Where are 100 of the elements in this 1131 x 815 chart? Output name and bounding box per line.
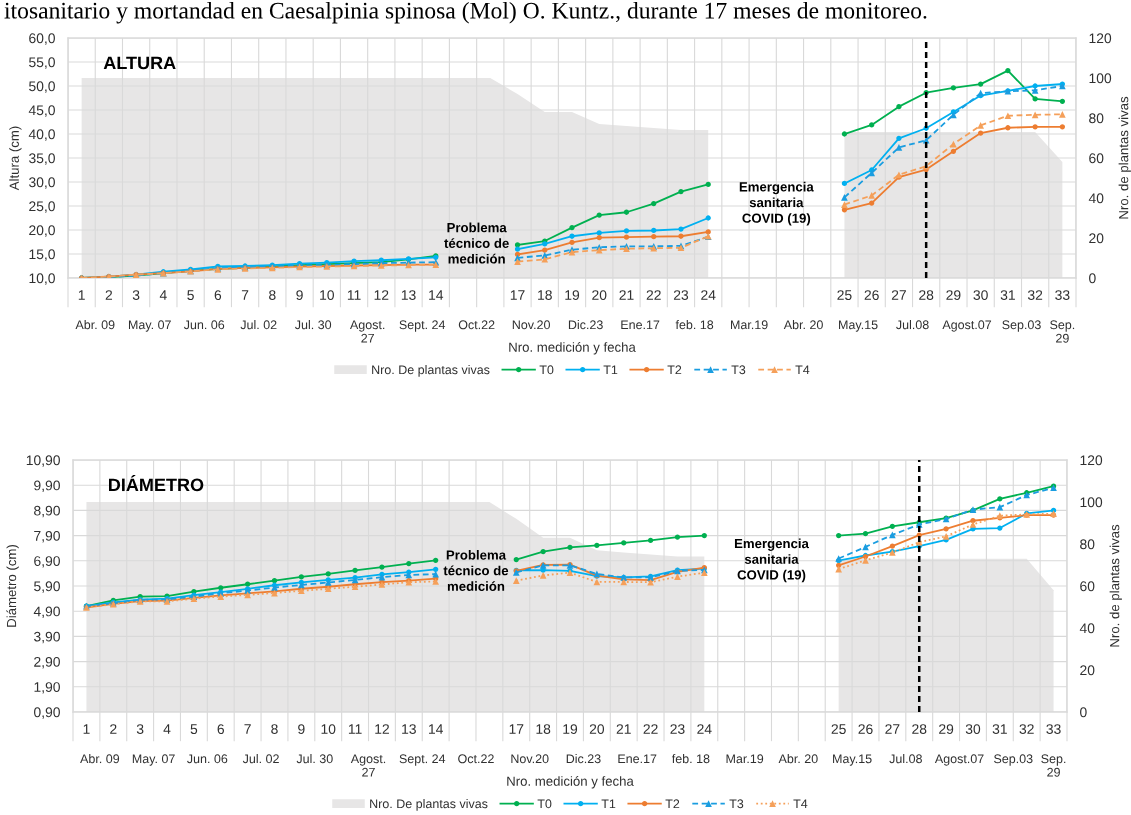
x-tick-label: 17: [510, 290, 525, 300]
y-axis-title: Diámetro (cm): [6, 545, 19, 627]
x-tick-label: 32: [1027, 290, 1043, 301]
x-tick-label: 14: [429, 290, 444, 300]
x-tick-label: 5: [190, 724, 198, 735]
x-tick-label: 13: [402, 724, 416, 735]
text: Abr. 09: [75, 320, 115, 330]
x-tick-label: 25: [837, 290, 852, 301]
x-tick-label: 11: [347, 290, 361, 300]
y-tick-label: 1,90: [34, 682, 60, 694]
text: May. 07: [132, 754, 175, 766]
x-tick-label: 6: [217, 724, 225, 735]
legend-label: T4: [793, 799, 808, 809]
x-tick-label: 23: [673, 290, 689, 301]
x-tick-label: 28: [919, 290, 934, 301]
x-tick-label: 20: [592, 290, 607, 301]
x-tick-label: 28: [912, 724, 927, 735]
y-tick-label: 60,0: [29, 33, 55, 45]
x-tick-label: 5: [187, 290, 194, 301]
x-tick-label: 26: [858, 724, 873, 735]
x-tick-label: 33: [1046, 724, 1061, 735]
text: itosanitario y mortandad en Caesalpinia spinosa (Mol) O. Kuntz., durante 17 meses de monitoreo.: [4, 2, 927, 24]
x-tick-label: 1: [78, 290, 85, 300]
legend-label: Nro. De plantas vivas: [372, 365, 490, 377]
x-tick-label: 18: [538, 290, 552, 301]
y2-tick-label: 40: [1079, 623, 1095, 634]
text: Jul. 02: [240, 320, 277, 330]
y2-tick-label: 20: [1080, 665, 1095, 676]
text: May.15: [833, 754, 872, 766]
text: feb. 18: [671, 754, 710, 764]
legend-label: T2: [665, 799, 680, 809]
text: Mar.19: [731, 320, 768, 330]
x-tick-label: 29: [946, 290, 961, 301]
x-tick-label: 9: [296, 290, 303, 301]
x-tick-label: 22: [643, 724, 658, 734]
x-tick-label: 27: [891, 290, 906, 300]
y2-tick-label: 60: [1089, 153, 1104, 164]
y2-tick-label: 80: [1089, 113, 1104, 124]
text: Sep.03: [994, 754, 1033, 766]
text: Sept. 24: [399, 754, 446, 766]
x-tick-label: 12: [374, 290, 389, 300]
y-tick-label: 6,90: [34, 556, 60, 568]
x-tick-label: 22: [646, 290, 661, 300]
x-tick-label: 6: [214, 290, 222, 301]
y-tick-label: 45,0: [28, 105, 55, 117]
text: Oct.22: [458, 754, 494, 764]
y-tick-label: 15,0: [29, 249, 55, 261]
y-tick-label: 5,90: [34, 581, 60, 593]
x-axis-title: Nro. medición y fecha: [509, 342, 636, 355]
text: Sep. 29: [1050, 320, 1075, 343]
text: Ene.17: [618, 754, 657, 764]
text: Abr. 20: [778, 754, 818, 764]
text: Abr. 09: [80, 754, 120, 764]
x-tick-label: 31: [992, 724, 1007, 735]
x-tick-label: 8: [271, 724, 278, 735]
y-tick-label: 2,90: [34, 656, 60, 669]
legend-label: T2: [667, 365, 682, 375]
text: Abr. 20: [783, 320, 823, 330]
x-tick-label: 9: [298, 724, 305, 735]
x-tick-label: 23: [670, 724, 685, 735]
x-tick-label: 27: [885, 724, 900, 734]
x-tick-label: 26: [864, 290, 879, 301]
x-tick-label: 19: [565, 290, 580, 301]
y-axis-title: Altura (cm): [9, 126, 22, 191]
x-tick-label: 31: [1000, 290, 1015, 301]
y-tick-label: 3,90: [34, 631, 60, 644]
y2-tick-label: 0: [1089, 273, 1096, 284]
y-tick-label: 55,0: [29, 57, 55, 69]
legend-label: T1: [603, 365, 618, 375]
x-tick-label: 4: [163, 724, 171, 734]
x-tick-label: 2: [110, 724, 117, 734]
x-tick-label: 30: [973, 290, 988, 301]
y-tick-label: 7,90: [34, 530, 60, 543]
text: Mar.19: [726, 754, 764, 764]
x-tick-label: 21: [616, 724, 631, 734]
x-tick-label: 10: [321, 724, 336, 735]
x-tick-label: 7: [241, 290, 249, 300]
x-tick-label: 7: [244, 724, 251, 734]
annotation: Emergencia sanitaria COVID (19): [734, 538, 809, 583]
x-axis-title: Nro. medición y fecha: [507, 776, 634, 789]
text: Agost.07: [942, 320, 992, 332]
text: May.15: [839, 320, 878, 332]
text: Ene.17: [621, 320, 660, 330]
y-tick-label: 9,90: [34, 480, 60, 493]
text: Sep. 29: [1041, 754, 1066, 777]
x-tick-label: 25: [831, 724, 846, 735]
x-tick-label: 4: [159, 290, 167, 300]
x-tick-label: 24: [697, 724, 712, 734]
x-tick-label: 24: [701, 290, 716, 300]
text: Jul. 02: [242, 754, 279, 764]
x-tick-label: 33: [1055, 290, 1070, 301]
text: Agost. 27: [350, 754, 386, 777]
y2-tick-label: 120: [1080, 455, 1103, 466]
y2-axis-title: Nro. de plantas vivas: [1109, 524, 1122, 647]
annotation: Emergencia sanitaria COVID (19): [739, 181, 814, 226]
text: feb. 18: [675, 320, 714, 330]
x-tick-label: 11: [348, 724, 362, 734]
y-tick-label: 40,0: [28, 129, 55, 141]
text: Jul. 30: [294, 320, 332, 330]
y-tick-label: 8,90: [34, 505, 60, 518]
